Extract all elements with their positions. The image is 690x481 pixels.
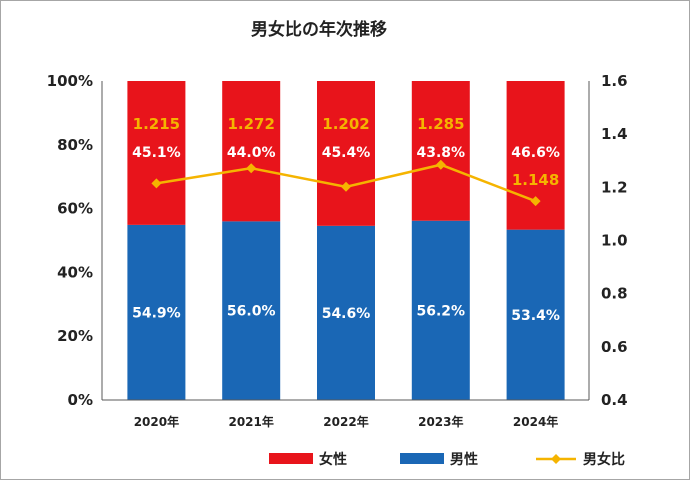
bar-female xyxy=(222,81,281,222)
chart-title: 男女比の年次推移 xyxy=(251,19,387,40)
x-tick-label: 2020年 xyxy=(134,414,179,429)
label-female: 46.6% xyxy=(511,145,560,161)
legend-swatch-female xyxy=(269,453,313,464)
bar-male xyxy=(127,224,186,400)
legend-label-ratio: 男女比 xyxy=(583,451,625,468)
bar-male xyxy=(411,220,470,400)
ratio-point xyxy=(151,178,162,189)
y-right-tick: 0.6 xyxy=(601,338,628,356)
ratio-point xyxy=(341,181,351,192)
ratio-label: 1.285 xyxy=(417,115,464,133)
y-right-tick: 1.6 xyxy=(601,72,628,90)
label-male: 53.4% xyxy=(511,308,560,324)
y-left-tick: 0% xyxy=(68,391,93,409)
ratio-label: 1.202 xyxy=(322,115,369,133)
y-left-tick: 40% xyxy=(57,263,93,281)
ratio-label: 1.148 xyxy=(512,171,559,189)
bar-male xyxy=(506,229,565,400)
y-left-tick: 20% xyxy=(57,327,93,345)
legend-marker-ratio xyxy=(551,454,561,464)
x-tick-label: 2021年 xyxy=(228,414,273,429)
x-tick-label: 2024年 xyxy=(513,414,558,429)
label-female: 44.0% xyxy=(227,145,276,161)
bar-female xyxy=(317,81,375,226)
y-right-tick: 1.4 xyxy=(601,125,628,143)
y-left-tick: 60% xyxy=(57,200,93,218)
label-female: 45.1% xyxy=(132,145,181,161)
bar-male xyxy=(317,225,375,400)
ratio-point xyxy=(246,163,257,174)
label-male: 54.6% xyxy=(322,306,371,322)
y-left-tick: 80% xyxy=(57,136,93,154)
label-male: 56.2% xyxy=(417,303,466,319)
bar-female xyxy=(411,81,470,221)
ratio-label: 1.272 xyxy=(227,115,274,133)
y-left-tick: 100% xyxy=(47,72,93,90)
label-female: 45.4% xyxy=(322,145,371,161)
label-male: 56.0% xyxy=(227,304,276,320)
legend-label-male: 男性 xyxy=(450,451,478,468)
label-male: 54.9% xyxy=(132,305,181,321)
x-tick-label: 2023年 xyxy=(418,414,463,429)
ratio-point xyxy=(435,159,446,170)
bar-female xyxy=(127,81,186,225)
ratio-label: 1.215 xyxy=(133,115,180,133)
y-right-tick: 0.4 xyxy=(601,391,628,409)
legend-swatch-male xyxy=(400,453,444,464)
legend-label-female: 女性 xyxy=(319,451,347,468)
bar-male xyxy=(222,221,281,400)
y-right-tick: 1.2 xyxy=(601,178,628,196)
x-tick-label: 2022年 xyxy=(323,414,368,429)
y-right-tick: 1.0 xyxy=(601,232,628,250)
ratio-point xyxy=(530,196,541,207)
label-female: 43.8% xyxy=(417,145,466,161)
y-right-tick: 0.8 xyxy=(601,285,628,303)
